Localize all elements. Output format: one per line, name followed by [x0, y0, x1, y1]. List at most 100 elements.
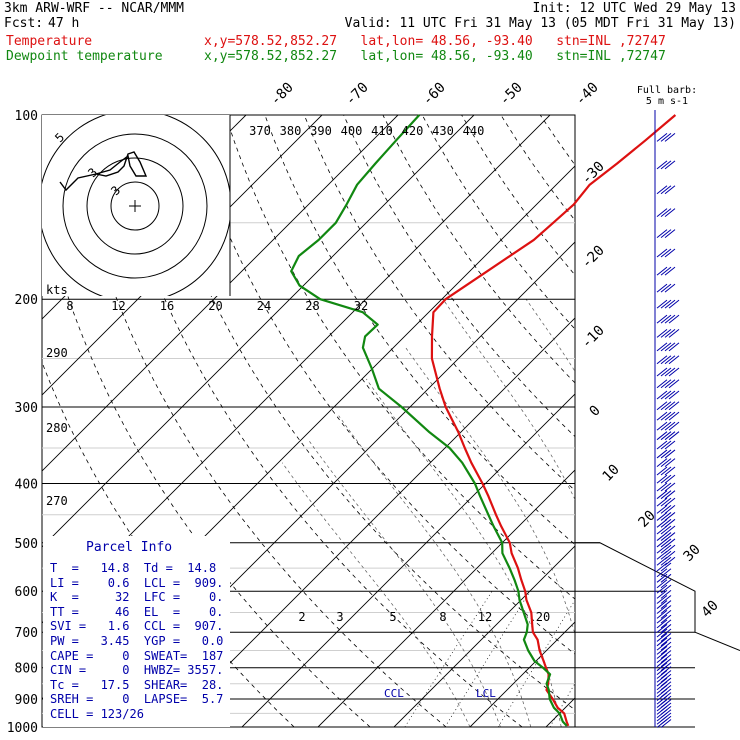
wind-barb — [656, 229, 668, 238]
wind-barb — [664, 342, 676, 352]
wind-barb — [656, 666, 668, 675]
isotherm-label: -30 — [579, 159, 608, 188]
isotherm-line — [622, 115, 740, 727]
wind-barb — [660, 658, 672, 668]
wind-barb — [656, 654, 668, 664]
wind-barb — [656, 573, 668, 583]
theta-label: 420 — [402, 124, 424, 138]
wind-barb — [656, 132, 668, 142]
wind-barb — [656, 518, 668, 528]
isotherm-label: -80 — [268, 80, 297, 109]
wind-barb — [656, 681, 668, 691]
hodograph-speed-label: 16 — [160, 299, 174, 313]
wind-barb — [660, 633, 672, 642]
wind-barb — [664, 132, 676, 142]
wind-barb — [668, 379, 680, 389]
dry-adiabat — [67, 115, 447, 727]
parcel-info-title: Parcel Info — [86, 540, 173, 555]
wind-barb — [664, 401, 676, 411]
hodograph-ring — [110, 181, 160, 231]
lcl-label: LCL — [476, 687, 496, 700]
isotherm-line — [165, 317, 575, 727]
moist-adiabat — [713, 299, 740, 727]
dry-adiabat — [461, 115, 575, 276]
dewpoint-location: x,y=578.52,852.27 lat,lon= 48.56, -93.40… — [204, 49, 666, 64]
wind-barb — [656, 449, 668, 459]
wind-barb — [660, 562, 672, 572]
wind-barb — [656, 709, 668, 719]
wind-barb — [660, 650, 672, 659]
isotherm-line — [42, 115, 551, 624]
parcel-info-line: LI = 0.6 LCL = 909. — [50, 575, 224, 590]
wind-barb — [664, 266, 676, 276]
parcel-info-panel — [43, 536, 230, 727]
moist-adiabat — [621, 299, 692, 727]
wind-barb — [660, 619, 672, 629]
wind-barb — [660, 440, 672, 450]
parcel-info-line: PW = 3.45 YGP = 0.0 — [50, 634, 224, 648]
wind-barb — [660, 367, 672, 377]
dry-adiabat — [225, 115, 575, 600]
sounding-profiles — [290, 114, 677, 727]
hodograph-speed-label: 8 — [66, 299, 73, 313]
wind-barb — [664, 328, 676, 338]
wind-barb — [660, 482, 672, 492]
wind-barb — [660, 390, 672, 400]
wind-barb — [664, 474, 676, 484]
wind-barb — [660, 342, 672, 352]
wind-barb — [660, 283, 672, 293]
wind-barb — [656, 705, 668, 715]
wind-barb — [660, 645, 672, 655]
wind-barb — [660, 605, 672, 614]
wind-barb — [660, 568, 672, 578]
wind-barb — [656, 637, 668, 647]
dry-adiabat — [146, 115, 575, 711]
wind-barb — [656, 440, 668, 450]
wind-barb — [656, 712, 668, 722]
wind-barb — [656, 556, 668, 566]
dry-adiabat — [619, 115, 740, 727]
wind-barb — [664, 185, 676, 195]
wind-barb — [656, 328, 668, 338]
wind-barb — [664, 490, 676, 500]
dry-adiabat — [382, 115, 575, 384]
wind-barb — [660, 538, 672, 548]
hodograph-trace — [59, 151, 148, 192]
isotherm-label: -20 — [579, 243, 608, 272]
pressure-label: 200 — [15, 293, 38, 308]
wind-barb — [668, 411, 680, 421]
wind-barb — [660, 628, 672, 638]
mixing-ratio-label: 2 — [298, 610, 305, 624]
isotherm-label: -10 — [579, 323, 608, 352]
wind-barb — [656, 379, 668, 389]
hodograph-speed-label: 28 — [305, 299, 319, 313]
wind-barb — [668, 328, 680, 338]
dry-adiabat — [500, 115, 575, 222]
model-title: 3km ARW-WRF -- NCAR/MMM — [4, 1, 185, 16]
wind-barb — [656, 466, 668, 476]
wind-barb — [664, 160, 676, 170]
isotherm-label: 10 — [600, 462, 623, 485]
wind-barb — [656, 595, 668, 604]
wind-barb — [660, 719, 672, 728]
pressure-label: 1000 — [7, 721, 38, 736]
wind-barb — [660, 525, 672, 535]
wind-barb — [660, 458, 672, 467]
wind-barb — [656, 624, 668, 633]
theta-label: 410 — [371, 124, 393, 138]
wind-barb — [668, 390, 680, 400]
dry-adiabat — [658, 115, 740, 727]
wind-barb — [660, 654, 672, 664]
temperature-legend: Temperature — [6, 34, 93, 49]
wind-barb — [664, 505, 676, 514]
wind-barb — [664, 431, 676, 441]
theta-label: 440 — [463, 124, 485, 138]
wind-barb — [660, 185, 672, 195]
wind-barbs — [654, 110, 680, 728]
isotherm-line — [469, 621, 575, 727]
wind-barb — [656, 658, 668, 668]
hodograph-unit-label: kts — [46, 283, 68, 297]
wind-barb — [664, 421, 676, 431]
wind-barb — [656, 490, 668, 500]
hodograph-speed-label: 24 — [257, 299, 271, 313]
